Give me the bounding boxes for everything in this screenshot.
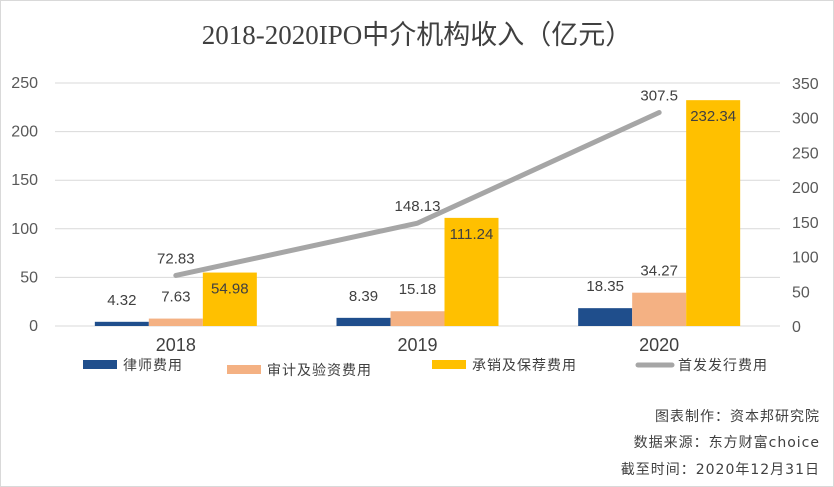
x-category-label: 2019 — [397, 335, 437, 355]
bar-data-label: 232.34 — [690, 108, 736, 125]
line-data-label: 307.5 — [640, 88, 678, 105]
right-tick-label: 150 — [792, 215, 819, 232]
right-tick-label: 100 — [792, 250, 819, 267]
bar-data-label: 15.18 — [399, 281, 437, 298]
right-tick-label: 0 — [792, 319, 801, 336]
left-tick-label: 250 — [11, 75, 38, 92]
legend-label: 审计及验资费用 — [267, 363, 372, 379]
line-data-label: 148.13 — [395, 198, 441, 215]
bar-data-label: 8.39 — [349, 288, 378, 305]
right-axis-ticks: 0 50 100 150 200 250 300 350 — [792, 76, 819, 336]
x-axis-categories: 2018 2019 2020 — [156, 335, 679, 355]
x-category-label: 2018 — [156, 335, 196, 355]
chart-title: 2018-2020IPO中介机构收入（亿元） — [202, 20, 633, 50]
line-path — [173, 110, 662, 278]
note-source: 数据来源：东方财富choice — [634, 434, 820, 451]
bar — [390, 311, 445, 326]
left-tick-label: 50 — [20, 269, 38, 286]
bar — [686, 100, 741, 326]
bar-data-label: 34.27 — [640, 263, 678, 280]
left-tick-label: 100 — [11, 221, 38, 238]
bar-data-label: 54.98 — [211, 281, 249, 298]
bar-data-label: 18.35 — [586, 278, 624, 295]
legend-swatch — [432, 360, 466, 369]
legend-label: 律师费用 — [123, 358, 183, 374]
bar — [578, 308, 633, 326]
bar — [148, 318, 203, 326]
data-labels: 4.32 8.39 18.35 7.63 15.18 34.27 54.98 111.24 23… — [107, 88, 736, 309]
bar — [632, 292, 687, 326]
bar-data-label: 4.32 — [107, 292, 136, 309]
legend: 律师费用 审计及验资费用 承销及保荐费用 首发发行费用 — [83, 358, 768, 379]
bar-data-label: 7.63 — [161, 289, 190, 306]
left-tick-label: 0 — [29, 318, 38, 335]
left-tick-label: 150 — [11, 172, 38, 189]
note-maker: 图表制作：资本邦研究院 — [655, 409, 820, 425]
line-series — [173, 110, 662, 278]
bar-data-label: 111.24 — [450, 226, 494, 243]
x-category-label: 2020 — [639, 335, 679, 355]
right-tick-label: 350 — [792, 76, 819, 93]
legend-label: 承销及保荐费用 — [472, 358, 577, 374]
right-tick-label: 300 — [792, 111, 819, 128]
legend-swatch — [83, 360, 117, 369]
bar-series — [94, 100, 741, 326]
bar — [202, 272, 257, 326]
legend-label: 首发发行费用 — [678, 358, 768, 374]
left-axis-ticks: 0 50 100 150 200 250 — [11, 75, 38, 335]
note-date: 截至时间：2020年12月31日 — [621, 462, 820, 478]
right-tick-label: 250 — [792, 145, 819, 162]
bar — [444, 217, 499, 326]
left-tick-label: 200 — [11, 124, 38, 141]
source-notes: 图表制作：资本邦研究院 数据来源：东方财富choice 截至时间：2020年12… — [621, 409, 820, 478]
line-data-label: 72.83 — [157, 250, 195, 267]
right-tick-label: 200 — [792, 180, 819, 197]
bar — [94, 321, 149, 326]
legend-swatch — [227, 365, 261, 374]
right-tick-label: 50 — [792, 284, 810, 301]
bar — [336, 317, 391, 326]
